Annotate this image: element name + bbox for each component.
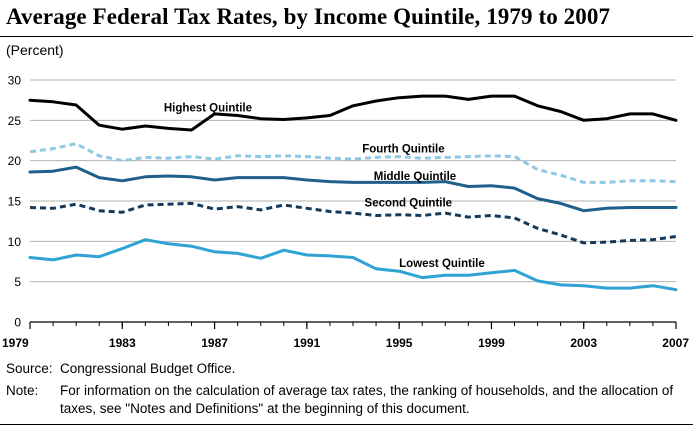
x-tick-label-1983: 1983 — [109, 336, 136, 350]
note-row: Note: For information on the calculation… — [6, 382, 690, 418]
y-tick-label-30: 30 — [8, 74, 22, 88]
y-tick-label-20: 20 — [8, 154, 22, 168]
y-tick-label-25: 25 — [8, 114, 22, 128]
series-line-lowest-quintile — [28, 238, 678, 292]
title-rule — [0, 36, 693, 37]
x-tick-label-2007: 2007 — [662, 336, 689, 350]
chart-title: Average Federal Tax Rates, by Income Qui… — [6, 4, 611, 29]
note-text: For information on the calculation of av… — [60, 383, 674, 416]
bottom-rule — [0, 424, 693, 425]
y-axis-unit-label: (Percent) — [6, 42, 64, 58]
x-tick-label-1999: 1999 — [478, 336, 505, 350]
x-tick-label-1987: 1987 — [201, 336, 228, 350]
series-label-lowest-quintile: Lowest Quintile — [399, 258, 485, 270]
y-tick-label-10: 10 — [8, 235, 22, 249]
series-label-middle-quintile: Middle Quintile — [374, 171, 456, 183]
series-line-fourth-quintile — [29, 142, 677, 184]
source-row: Source: Congressional Budget Office. — [6, 360, 690, 378]
x-tick-label-1979: 1979 — [2, 336, 29, 350]
series-label-fourth-quintile: Fourth Quintile — [362, 144, 444, 156]
series-label-highest-quintile: Highest Quintile — [164, 102, 252, 114]
series-lines — [28, 94, 678, 292]
x-tick-label-1995: 1995 — [386, 336, 413, 350]
source-text: Congressional Budget Office. — [60, 361, 236, 376]
y-tick-label-15: 15 — [8, 195, 22, 209]
x-tick-label-2003: 2003 — [570, 336, 597, 350]
series-label-second-quintile: Second Quintile — [365, 198, 453, 210]
series-line-highest-quintile — [28, 94, 678, 132]
source-key: Source: — [6, 361, 53, 376]
y-tick-label-0: 0 — [14, 316, 21, 330]
footnotes: Source: Congressional Budget Office. Not… — [6, 360, 690, 418]
series-line-middle-quintile — [28, 165, 678, 213]
x-tick-label-1991: 1991 — [294, 336, 321, 350]
y-tick-label-5: 5 — [14, 275, 21, 289]
note-key: Note: — [6, 383, 39, 398]
series-labels: Highest Quintile Fourth Quintile Middle Qu… — [164, 102, 485, 270]
line-chart: 0 5 10 15 20 25 30 1979 1983 1987 1991 1995 1999 2003… — [2, 74, 689, 351]
axes: 0 5 10 15 20 25 30 1979 1983 1987 1991 1995 1999 2003… — [2, 74, 689, 351]
